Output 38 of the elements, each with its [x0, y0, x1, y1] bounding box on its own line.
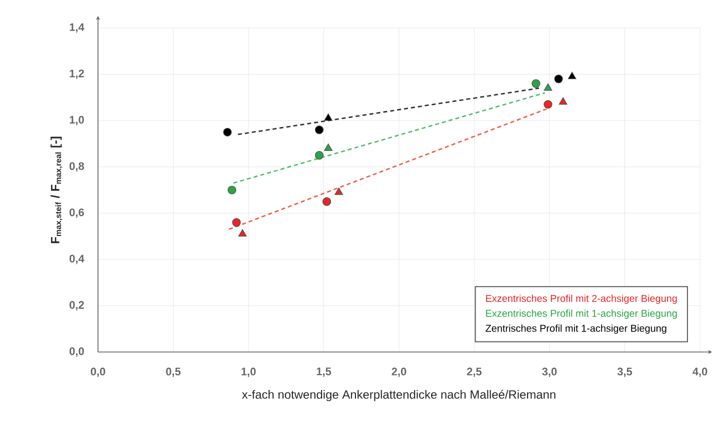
- point: [232, 218, 241, 227]
- point: [324, 113, 332, 121]
- point: [558, 97, 568, 105]
- point: [568, 72, 576, 80]
- y-tick-label: 0,0: [70, 347, 84, 357]
- point: [544, 100, 552, 109]
- point: [314, 126, 324, 134]
- x-tick-label: 1,0: [242, 368, 256, 377]
- point: [532, 79, 540, 88]
- y-tick-label: 1,4: [70, 23, 84, 33]
- x-tick-label: 3,5: [617, 368, 632, 377]
- y-tick-label: 0,2: [70, 301, 84, 310]
- point: [238, 229, 247, 237]
- y-tick-label: 1,0: [70, 116, 84, 126]
- x-tick-label: 3,0: [542, 368, 557, 377]
- x-tick-label: 4,0: [692, 368, 708, 377]
- point: [322, 197, 332, 206]
- y-axis-title: F$_{max,steif}$ / F$_{max,real}$ [-]: [50, 136, 62, 244]
- x-tick-label: 1,5: [316, 368, 332, 377]
- point: [324, 144, 332, 151]
- y-tick-label: 0,8: [70, 162, 84, 172]
- point: [228, 186, 236, 194]
- x-tick-label: 0,5: [166, 368, 181, 377]
- y-tick-label: 1,2: [70, 70, 84, 79]
- text: Exzentrisches Profil mit 2-achsiger Biegung: [486, 294, 677, 304]
- point: [314, 150, 324, 160]
- point: [554, 74, 563, 84]
- point: [544, 83, 552, 91]
- x-axis-title: x-fach notwendige Ankerplattendicke nach Malleé/Riemann: [242, 390, 556, 402]
- text: Exzentrisches Profil mit 1-achsiger Biegung: [486, 310, 677, 319]
- point: [334, 188, 343, 195]
- y-tick-label: 0,6: [70, 208, 84, 218]
- point: [223, 128, 232, 136]
- x-tick-label: 2,5: [467, 368, 482, 377]
- y-tick-label: 0,4: [70, 254, 84, 264]
- text: Zentrisches Profil mit 1-achsiger Biegung: [486, 324, 666, 334]
- x-tick-label: 2,0: [392, 368, 406, 377]
- x-tick-label: 0,0: [90, 368, 106, 377]
